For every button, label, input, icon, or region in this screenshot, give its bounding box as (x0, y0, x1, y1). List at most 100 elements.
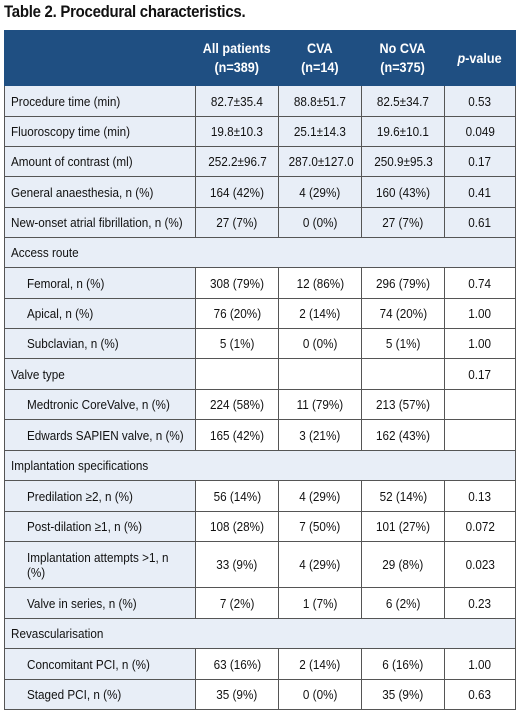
row-label: Predilation ≥2, n (%) (4, 480, 196, 512)
cell-cva: 0 (0%) (278, 679, 362, 710)
cell-no-cva: 29 (8%) (361, 541, 445, 588)
header-row: All patients (n=389) CVA (n=14) No CVA (n=3… (4, 30, 516, 86)
cell-cva: 7 (50%) (278, 511, 362, 542)
table-row: General anaesthesia, n (%) 164 (42%) 4 (… (4, 176, 516, 208)
cell-cva (278, 358, 362, 390)
row-label: Amount of contrast (ml) (4, 146, 196, 177)
cell-no-cva: 6 (16%) (361, 648, 445, 680)
cell-all: 19.8±10.3 (195, 116, 279, 147)
cell-all: 82.7±35.4 (195, 85, 279, 117)
cell-p: 0.41 (444, 176, 516, 208)
table-row: Procedure time (min) 82.7±35.4 88.8±51.7… (4, 85, 516, 117)
section-valve-type: Valve type (4, 358, 196, 390)
table-row: Fluoroscopy time (min) 19.8±10.3 25.1±14… (4, 116, 516, 147)
cell-p: 0.61 (444, 207, 516, 238)
cell-p: 1.00 (444, 298, 516, 329)
cell-p: 0.17 (444, 146, 516, 177)
table-row: Subclavian, n (%) 5 (1%) 0 (0%) 5 (1%) 1… (4, 328, 516, 359)
table-row: Apical, n (%) 76 (20%) 2 (14%) 74 (20%) … (4, 298, 516, 329)
table-title: Table 2. Procedural characteristics. (4, 2, 246, 21)
row-label: Concomitant PCI, n (%) (4, 648, 196, 680)
table-row: Valve in series, n (%) 7 (2%) 1 (7%) 6 (… (4, 587, 516, 619)
row-label: New-onset atrial fibrillation, n (%) (4, 207, 196, 238)
cell-p: 0.53 (444, 85, 516, 117)
cell-cva: 11 (79%) (278, 389, 362, 420)
cell-p (444, 389, 516, 420)
cell-cva: 4 (29%) (278, 176, 362, 208)
cell-cva: 88.8±51.7 (278, 85, 362, 117)
cell-p: 0.63 (444, 679, 516, 710)
cell-cva: 0 (0%) (278, 207, 362, 238)
cell-no-cva: 296 (79%) (361, 267, 445, 299)
header-all-patients: All patients (n=389) (195, 30, 279, 86)
cell-all: 252.2±96.7 (195, 146, 279, 177)
row-label: Procedure time (min) (4, 85, 196, 117)
section-row: Revascularisation (4, 618, 516, 649)
header-cva: CVA (n=14) (278, 30, 362, 86)
row-label: Subclavian, n (%) (4, 328, 196, 359)
cell-all: 224 (58%) (195, 389, 279, 420)
cell-cva: 1 (7%) (278, 587, 362, 619)
cell-p (444, 419, 516, 451)
header-no-cva: No CVA (n=375) (361, 30, 445, 86)
row-label: Fluoroscopy time (min) (4, 116, 196, 147)
cell-cva: 2 (14%) (278, 648, 362, 680)
cell-cva: 25.1±14.3 (278, 116, 362, 147)
cell-p: 0.17 (444, 358, 516, 390)
cell-all: 63 (16%) (195, 648, 279, 680)
cell-no-cva: 250.9±95.3 (361, 146, 445, 177)
cell-all: 5 (1%) (195, 328, 279, 359)
cell-all: 7 (2%) (195, 587, 279, 619)
cell-no-cva: 5 (1%) (361, 328, 445, 359)
cell-cva: 287.0±127.0 (278, 146, 362, 177)
cell-no-cva: 74 (20%) (361, 298, 445, 329)
cell-cva: 12 (86%) (278, 267, 362, 299)
cell-no-cva: 27 (7%) (361, 207, 445, 238)
table-row: Predilation ≥2, n (%) 56 (14%) 4 (29%) 5… (4, 480, 516, 512)
cell-all: 76 (20%) (195, 298, 279, 329)
cell-all (195, 358, 279, 390)
cell-cva: 2 (14%) (278, 298, 362, 329)
cell-no-cva: 19.6±10.1 (361, 116, 445, 147)
cell-all: 35 (9%) (195, 679, 279, 710)
cell-all: 165 (42%) (195, 419, 279, 451)
table-row: Staged PCI, n (%) 35 (9%) 0 (0%) 35 (9%)… (4, 679, 516, 710)
cell-no-cva: 82.5±34.7 (361, 85, 445, 117)
cell-p: 0.74 (444, 267, 516, 299)
cell-cva: 4 (29%) (278, 541, 362, 588)
row-label: Medtronic CoreValve, n (%) (4, 389, 196, 420)
section-revascularisation: Revascularisation (4, 618, 516, 649)
section-row: Valve type 0.17 (4, 358, 516, 390)
table-row: Amount of contrast (ml) 252.2±96.7 287.0… (4, 146, 516, 177)
table-row: Implantation attempts >1, n (%) 33 (9%) … (4, 541, 516, 588)
cell-no-cva: 162 (43%) (361, 419, 445, 451)
cell-all: 164 (42%) (195, 176, 279, 208)
procedural-table: All patients (n=389) CVA (n=14) No CVA (n=3… (4, 30, 516, 710)
cell-all: 56 (14%) (195, 480, 279, 512)
cell-no-cva: 35 (9%) (361, 679, 445, 710)
row-label: Femoral, n (%) (4, 267, 196, 299)
cell-p: 0.13 (444, 480, 516, 512)
cell-cva: 4 (29%) (278, 480, 362, 512)
cell-no-cva (361, 358, 445, 390)
cell-no-cva: 52 (14%) (361, 480, 445, 512)
header-blank (4, 30, 196, 86)
cell-all: 33 (9%) (195, 541, 279, 588)
cell-p: 0.049 (444, 116, 516, 147)
row-label: Staged PCI, n (%) (4, 679, 196, 710)
row-label: Valve in series, n (%) (4, 587, 196, 619)
table-row: Femoral, n (%) 308 (79%) 12 (86%) 296 (7… (4, 267, 516, 299)
row-label: Implantation attempts >1, n (%) (4, 541, 196, 588)
header-p-value: p-value (444, 30, 516, 86)
row-label: General anaesthesia, n (%) (4, 176, 196, 208)
row-label: Apical, n (%) (4, 298, 196, 329)
row-label: Edwards SAPIEN valve, n (%) (4, 419, 196, 451)
table-row: New-onset atrial fibrillation, n (%) 27 … (4, 207, 516, 238)
cell-p: 0.023 (444, 541, 516, 588)
cell-cva: 0 (0%) (278, 328, 362, 359)
cell-all: 27 (7%) (195, 207, 279, 238)
cell-cva: 3 (21%) (278, 419, 362, 451)
section-row: Implantation specifications (4, 450, 516, 481)
cell-p: 0.23 (444, 587, 516, 619)
cell-no-cva: 160 (43%) (361, 176, 445, 208)
